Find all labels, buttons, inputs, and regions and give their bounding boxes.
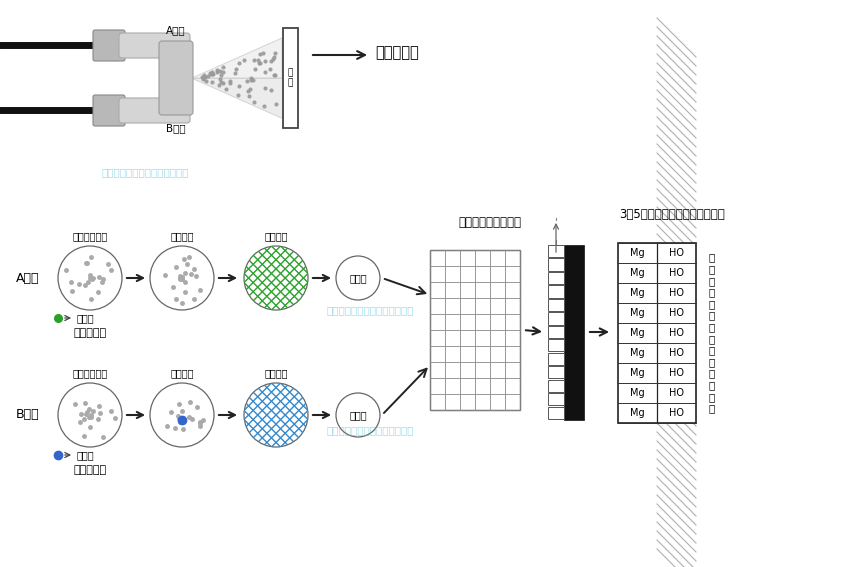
Bar — [564, 245, 584, 420]
Text: 3～5秒形成三维网状结构弹性体: 3～5秒形成三维网状结构弹性体 — [619, 209, 725, 222]
Bar — [548, 272, 564, 284]
Text: Mg: Mg — [630, 388, 645, 398]
Text: 上海无忧树新材料科技有限公司: 上海无忧树新材料科技有限公司 — [326, 305, 414, 315]
Text: HO: HO — [669, 308, 684, 318]
Text: Mg: Mg — [630, 348, 645, 358]
Circle shape — [150, 383, 214, 447]
Bar — [548, 326, 564, 338]
Text: HO: HO — [669, 288, 684, 298]
Text: HO: HO — [669, 348, 684, 358]
Text: 上海无忧树新材料科技有限公司: 上海无忧树新材料科技有限公司 — [101, 167, 189, 177]
Text: Mg: Mg — [630, 288, 645, 298]
Circle shape — [336, 393, 380, 437]
FancyBboxPatch shape — [159, 41, 193, 115]
Text: 搅拌混合: 搅拌混合 — [170, 231, 194, 241]
FancyBboxPatch shape — [119, 98, 190, 123]
Text: Mg: Mg — [630, 268, 645, 278]
Bar — [548, 299, 564, 311]
Bar — [283, 28, 298, 128]
Text: 自由基: 自由基 — [349, 410, 367, 420]
Text: 添加固化剂: 添加固化剂 — [73, 465, 106, 475]
Text: Mg: Mg — [630, 328, 645, 338]
Text: 混合均匀: 混合均匀 — [264, 368, 288, 378]
FancyBboxPatch shape — [93, 95, 125, 126]
Bar — [430, 250, 520, 410]
Circle shape — [244, 383, 308, 447]
FancyBboxPatch shape — [119, 33, 190, 58]
Circle shape — [244, 246, 308, 310]
Text: Mg: Mg — [630, 308, 645, 318]
Bar — [548, 366, 564, 378]
Text: B组份: B组份 — [167, 123, 186, 133]
Circle shape — [58, 246, 122, 310]
FancyBboxPatch shape — [93, 30, 125, 61]
Text: 固化剂: 固化剂 — [77, 313, 94, 323]
Bar — [548, 285, 564, 298]
Text: 自由基: 自由基 — [349, 273, 367, 283]
Text: 上海无忧树新材料科技有限公司: 上海无忧树新材料科技有限公司 — [326, 425, 414, 435]
Text: 基
面: 基 面 — [287, 68, 292, 88]
Bar — [548, 407, 564, 419]
Text: HO: HO — [669, 408, 684, 418]
Text: 添加固化剂: 添加固化剂 — [73, 328, 106, 338]
Text: Mg: Mg — [630, 368, 645, 378]
Bar — [548, 259, 564, 270]
Text: A组份: A组份 — [167, 25, 186, 35]
Bar — [548, 339, 564, 352]
Text: 在基层表面撞击混合: 在基层表面撞击混合 — [458, 215, 522, 229]
Text: HO: HO — [669, 368, 684, 378]
Text: 搅拌混合: 搅拌混合 — [170, 368, 194, 378]
Text: 固化剂: 固化剂 — [77, 450, 94, 460]
Text: Mg: Mg — [630, 248, 645, 258]
Text: 丙烯酸盐单体: 丙烯酸盐单体 — [72, 368, 108, 378]
Circle shape — [58, 383, 122, 447]
Bar — [548, 245, 564, 257]
Text: HO: HO — [669, 328, 684, 338]
Bar — [618, 243, 696, 423]
Text: HO: HO — [669, 388, 684, 398]
Text: HO: HO — [669, 248, 684, 258]
Circle shape — [336, 256, 380, 300]
Text: Mg: Mg — [630, 408, 645, 418]
Text: HO: HO — [669, 268, 684, 278]
Polygon shape — [192, 78, 282, 118]
Text: 丙烯酸盐单体: 丙烯酸盐单体 — [72, 231, 108, 241]
Bar — [548, 312, 564, 324]
Bar — [548, 393, 564, 405]
Circle shape — [150, 246, 214, 310]
Text: 喷膜防水层: 喷膜防水层 — [375, 45, 419, 61]
Text: B组份: B组份 — [16, 408, 40, 421]
Polygon shape — [192, 38, 282, 78]
Bar — [548, 353, 564, 365]
Text: A组份: A组份 — [16, 272, 40, 285]
Text: 混合均匀: 混合均匀 — [264, 231, 288, 241]
Bar — [548, 380, 564, 392]
Text: 渗
透
到
混
凝
土
表
层
产
生
化
学
粘
接: 渗 透 到 混 凝 土 表 层 产 生 化 学 粘 接 — [709, 253, 715, 413]
